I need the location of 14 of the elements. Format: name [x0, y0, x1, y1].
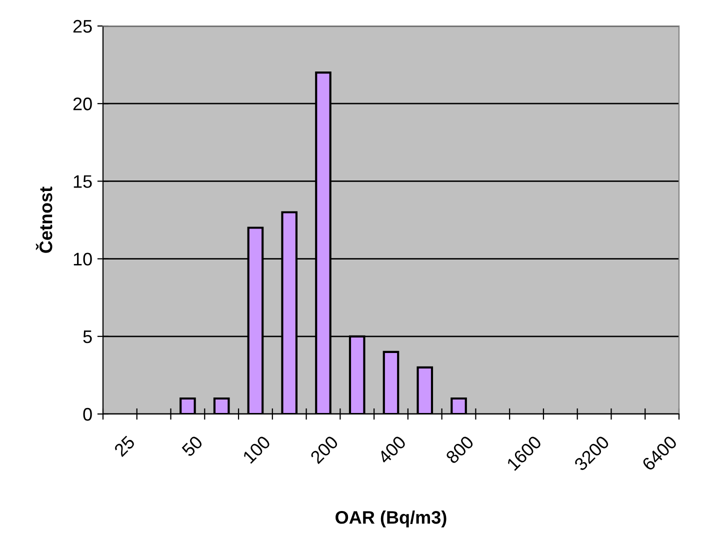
y-axis-title: Četnost: [36, 186, 52, 253]
x-tick-label: 50: [181, 435, 204, 458]
y-tick-label: 15: [74, 175, 92, 188]
x-tick-label: 100: [242, 435, 272, 464]
y-tick-label: 25: [73, 20, 92, 33]
x-tick-label: 400: [377, 435, 407, 465]
x-tick-label: 25: [114, 435, 136, 458]
y-tick-label: 0: [83, 408, 92, 421]
y-tick-label: 5: [83, 330, 92, 344]
x-axis-title: OAR (Bq/m3): [336, 510, 446, 528]
y-tick-label: 20: [73, 98, 92, 110]
x-tick-label: 800: [445, 435, 474, 464]
y-tick-label: 10: [74, 252, 92, 266]
x-tick-label: 200: [310, 435, 339, 464]
